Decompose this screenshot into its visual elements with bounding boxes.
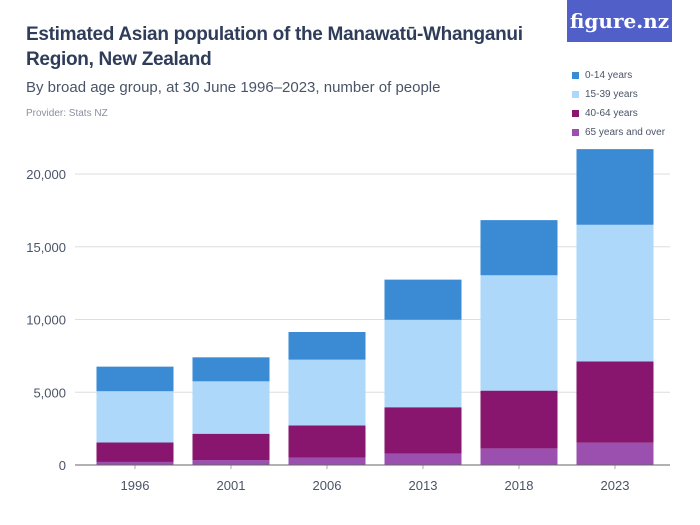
- x-tick-label: 2001: [217, 478, 246, 493]
- bar-segment: [384, 319, 462, 408]
- legend-swatch: [572, 129, 579, 136]
- bar-segment: [288, 332, 366, 360]
- bar-segment: [192, 460, 270, 465]
- y-tick-label: 20,000: [26, 167, 66, 182]
- legend-item: 40-64 years: [572, 104, 665, 123]
- x-tick-label: 2006: [313, 478, 342, 493]
- bar-segment: [96, 366, 174, 392]
- bar-segment: [192, 381, 270, 434]
- bar-segment: [576, 442, 654, 465]
- bar-segment: [384, 453, 462, 465]
- legend-item: 0-14 years: [572, 66, 665, 85]
- bar-segment: [192, 357, 270, 382]
- y-tick-label: 10,000: [26, 313, 66, 328]
- bar-segment: [96, 461, 174, 465]
- bar-segment: [288, 359, 366, 426]
- legend-label: 40-64 years: [585, 108, 638, 119]
- bar-segment: [576, 361, 654, 443]
- bar-segment: [480, 448, 558, 465]
- x-tick-label: 1996: [121, 478, 150, 493]
- chart-title: Estimated Asian population of the Manawa…: [26, 24, 523, 70]
- x-tick-label: 2023: [601, 478, 630, 493]
- legend-label: 15-39 years: [585, 89, 638, 100]
- bar-segment: [480, 275, 558, 391]
- legend-swatch: [572, 110, 579, 117]
- x-tick-label: 2018: [505, 478, 534, 493]
- legend-item: 15-39 years: [572, 85, 665, 104]
- bar-segment: [576, 149, 654, 225]
- y-tick-label: 0: [59, 458, 66, 473]
- figure-nz-logo[interactable]: figure.nz: [567, 0, 672, 42]
- bar-segment: [480, 390, 558, 449]
- bar-segment: [576, 224, 654, 362]
- bar-segment: [192, 433, 270, 461]
- legend-label: 0-14 years: [585, 70, 633, 81]
- bar-segment: [288, 457, 366, 465]
- legend-swatch: [572, 91, 579, 98]
- bar-segment: [480, 220, 558, 276]
- legend: 0-14 years 15-39 years 40-64 years 65 years…: [572, 66, 665, 142]
- chart-subtitle: By broad age group, at 30 June 1996–2023…: [26, 79, 441, 96]
- bar-segment: [288, 425, 366, 458]
- legend-swatch: [572, 72, 579, 79]
- bar-segment: [384, 407, 462, 454]
- x-tick-label: 2013: [409, 478, 438, 493]
- y-tick-label: 5,000: [33, 385, 66, 400]
- legend-item: 65 years and over: [572, 123, 665, 142]
- legend-label: 65 years and over: [585, 127, 666, 138]
- provider-label: Provider: Stats NZ: [26, 108, 108, 119]
- bar-segment: [96, 442, 174, 462]
- bar-segment: [384, 279, 462, 320]
- bar-segment: [96, 391, 174, 443]
- y-tick-label: 15,000: [26, 240, 66, 255]
